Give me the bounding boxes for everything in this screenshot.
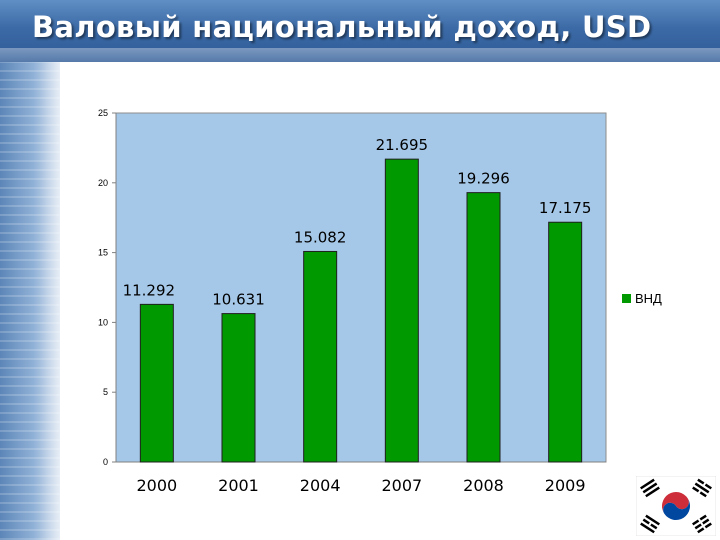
data-label-2007: 21.695 xyxy=(376,136,429,154)
title-banner-sheen xyxy=(0,48,720,78)
y-tick-label: 25 xyxy=(98,108,108,118)
plot-area xyxy=(115,112,607,463)
x-tick-label-2000: 2000 xyxy=(136,476,177,495)
bar-2004 xyxy=(303,250,338,463)
korea-flag-icon xyxy=(636,476,716,536)
x-tick-label-2009: 2009 xyxy=(545,476,586,495)
legend-label: ВНД xyxy=(635,291,662,306)
bar-2007 xyxy=(384,158,419,463)
x-tick-label-2007: 2007 xyxy=(381,476,422,495)
y-tick-label: 10 xyxy=(98,317,108,327)
x-tick-label-2001: 2001 xyxy=(218,476,259,495)
y-tick-label: 15 xyxy=(98,248,108,258)
data-label-2004: 15.082 xyxy=(294,228,347,246)
data-label-2008: 19.296 xyxy=(457,170,510,188)
data-label-2009: 17.175 xyxy=(539,199,592,217)
x-tick-label-2008: 2008 xyxy=(463,476,504,495)
building-decoration-fade xyxy=(40,62,120,540)
y-tick-label: 20 xyxy=(98,178,108,188)
bar-2008 xyxy=(466,192,501,463)
y-tick-label: 5 xyxy=(103,387,108,397)
data-label-2001: 10.631 xyxy=(212,291,265,309)
bar-2001 xyxy=(221,313,256,463)
bar-2000 xyxy=(139,303,174,463)
y-tick-label: 0 xyxy=(103,457,108,467)
title-banner xyxy=(0,0,720,62)
data-label-2000: 11.292 xyxy=(123,281,176,299)
bar-2009 xyxy=(548,221,583,463)
x-tick-label-2004: 2004 xyxy=(300,476,341,495)
page-title: Валовый национальный доход, USD xyxy=(32,10,652,44)
legend-swatch xyxy=(622,294,631,303)
